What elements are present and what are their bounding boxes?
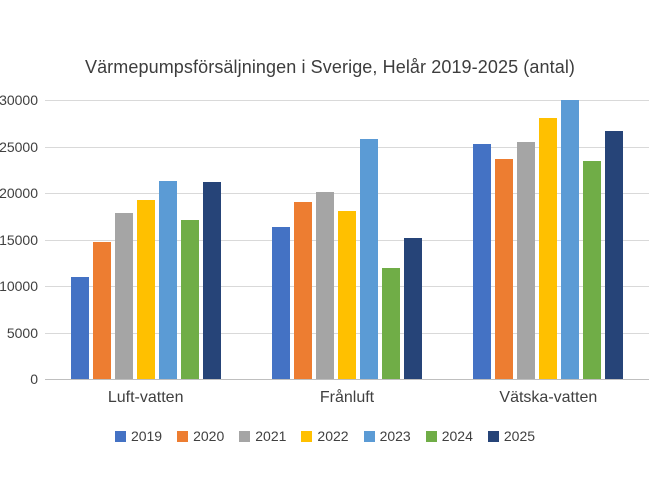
legend-item-2021: 2021 — [239, 428, 286, 444]
gridline-25000 — [45, 146, 649, 148]
gridline-20000 — [45, 193, 649, 194]
bar-2020-vätska-vatten — [495, 158, 514, 379]
bar-2021-frånluft — [315, 192, 334, 379]
legend-item-2023: 2023 — [363, 428, 411, 444]
legend-swatch-2023 — [363, 430, 375, 442]
legend-swatch-2025 — [487, 430, 499, 442]
bar-2025-frånluft — [403, 237, 422, 379]
bar-2021-luft-vatten — [114, 213, 133, 379]
y-tick-label-20000: 20000 — [0, 185, 38, 201]
plot-area — [45, 100, 649, 379]
bar-group-luft-vatten — [45, 100, 246, 379]
legend-label-2021: 2021 — [255, 428, 287, 444]
legend-item-2024: 2024 — [425, 428, 473, 444]
bar-2024-luft-vatten — [180, 219, 199, 379]
legend-label-2024: 2024 — [441, 428, 473, 444]
bar-2023-frånluft — [359, 139, 378, 379]
legend-item-2020: 2020 — [177, 428, 224, 444]
bar-2022-frånluft — [337, 210, 356, 379]
x-category-label-frånluft: Frånluft — [319, 389, 375, 406]
legend-label-2019: 2019 — [130, 428, 163, 444]
legend-item-2022: 2022 — [301, 428, 349, 444]
chart-title: Värmepumpsförsäljningen i Sverige, Helår… — [84, 57, 576, 77]
y-tick-label-25000: 25000 — [0, 138, 38, 155]
bar-2023-luft-vatten — [158, 180, 177, 379]
bar-2022-vätska-vatten — [539, 117, 558, 379]
legend-label-2022: 2022 — [317, 428, 349, 444]
gridline-30000 — [45, 100, 649, 101]
bar-2021-vätska-vatten — [517, 141, 536, 379]
bar-2023-vätska-vatten — [561, 100, 580, 379]
legend-swatch-2020 — [177, 430, 189, 442]
legend-swatch-2019 — [114, 430, 126, 442]
y-tick-label-0: 0 — [30, 371, 38, 387]
bar-2019-frånluft — [271, 227, 290, 379]
y-tick-label-5000: 5000 — [6, 324, 38, 341]
y-tick-label-30000: 30000 — [0, 92, 38, 108]
bar-2020-frånluft — [293, 202, 312, 379]
legend-swatch-2024 — [425, 430, 437, 442]
bar-2024-vätska-vatten — [583, 161, 602, 379]
bar-2020-luft-vatten — [92, 242, 111, 379]
bar-group-vätska-vatten — [448, 100, 649, 379]
y-tick-label-10000: 10000 — [0, 278, 38, 294]
legend-label-2023: 2023 — [379, 428, 411, 444]
legend-swatch-2021 — [239, 430, 251, 442]
legend-item-2025: 2025 — [487, 428, 536, 444]
bar-2022-luft-vatten — [136, 200, 155, 379]
legend-item-2019: 2019 — [114, 428, 163, 444]
bar-2019-luft-vatten — [70, 276, 89, 379]
bar-2019-vätska-vatten — [473, 143, 492, 379]
bar-groups — [45, 100, 649, 379]
bar-2025-vätska-vatten — [605, 130, 624, 379]
x-axis-line — [45, 379, 649, 380]
legend-swatch-2022 — [301, 430, 313, 442]
x-category-label-luft-vatten: Luft-vatten — [107, 389, 184, 406]
y-tick-label-15000: 15000 — [0, 231, 38, 248]
bar-2025-luft-vatten — [202, 181, 221, 379]
x-category-label-vätska-vatten: Vätska-vatten — [499, 389, 598, 406]
legend: 2019 2020 2021 2022 2023 2024 2025 — [0, 428, 650, 444]
legend-label-2025: 2025 — [503, 428, 536, 444]
bar-2024-frånluft — [381, 268, 400, 379]
legend-label-2020: 2020 — [193, 428, 225, 444]
x-axis-labels: Luft-vatten Frånluft Vätska-vatten — [45, 389, 649, 407]
bar-group-frånluft — [246, 100, 447, 379]
